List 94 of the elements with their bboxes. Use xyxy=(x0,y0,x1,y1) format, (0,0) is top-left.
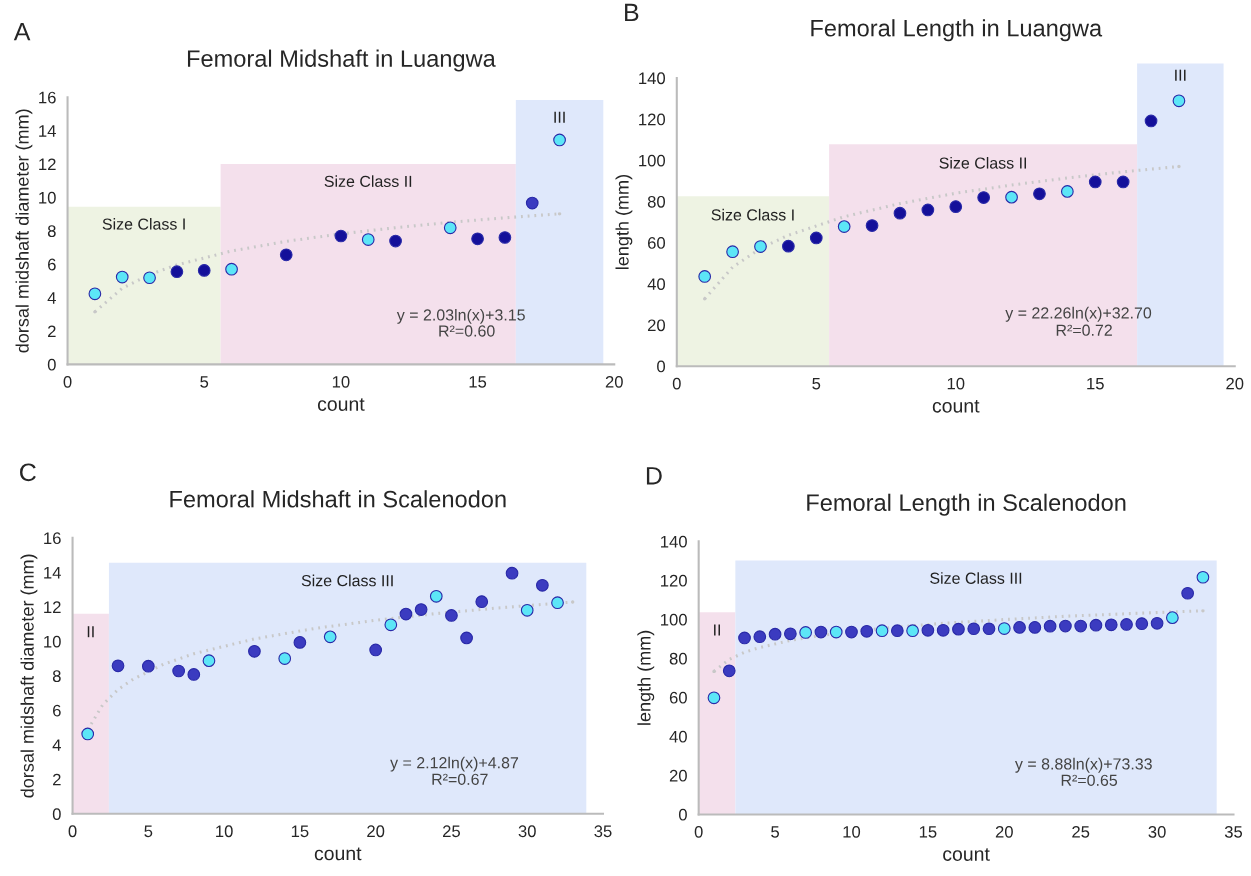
x-tick-label: 10 xyxy=(216,825,233,838)
y-tick-label: 140 xyxy=(639,72,666,85)
y-tick-label: 8 xyxy=(52,670,61,683)
annotation: y = 2.12ln(x)+4.87 xyxy=(390,756,519,772)
annotation: y = 22.26ln(x)+32.70 xyxy=(1005,306,1152,322)
text: A xyxy=(13,23,31,41)
annotation: R²=0.67 xyxy=(432,773,488,785)
x-tick-label: 5 xyxy=(144,825,153,838)
annotation: y = 2.03ln(x)+3.15 xyxy=(396,308,525,324)
x-tick-label: 15 xyxy=(291,825,309,838)
band-label: II xyxy=(714,624,720,636)
x-tick-label: 20 xyxy=(605,375,623,388)
x-tick-label: 0 xyxy=(694,825,703,838)
y-tick-label: 20 xyxy=(647,319,666,332)
y-tick-label: 4 xyxy=(52,739,61,751)
band-label: Size Class I xyxy=(711,208,794,221)
y-tick-label: 60 xyxy=(669,691,687,704)
annotation: R²=0.60 xyxy=(439,325,495,337)
x-axis-title: count xyxy=(314,847,362,861)
point xyxy=(1201,609,1205,613)
band-label: III xyxy=(554,111,565,123)
text: B xyxy=(625,3,639,22)
band-label: Size Class III xyxy=(301,574,393,587)
x-tick-label: 20 xyxy=(1226,377,1244,390)
annotation: y = 8.88ln(x)+73.33 xyxy=(1014,757,1152,773)
x-tick-label: 20 xyxy=(367,825,385,838)
y-tick-label: 100 xyxy=(661,613,687,626)
x-tick-label: 25 xyxy=(1072,825,1090,838)
y-tick-label: 14 xyxy=(44,566,61,579)
y-tick-label: 10 xyxy=(44,635,61,648)
y-tick-label: 10 xyxy=(39,191,56,204)
y-tick-label: 0 xyxy=(47,358,56,371)
y-tick-label: 140 xyxy=(661,535,687,548)
x-axis-title: count xyxy=(932,399,980,413)
text: D xyxy=(646,467,662,485)
y-tick-label: 2 xyxy=(48,325,56,338)
x-tick-label: 0 xyxy=(68,825,77,838)
y-tick-label: 80 xyxy=(669,652,687,665)
band-label: II xyxy=(87,626,94,638)
x-tick-label: 0 xyxy=(63,375,72,388)
x-tick-label: 15 xyxy=(1087,377,1104,390)
x-tick-label: 35 xyxy=(1224,825,1243,838)
x-axis-title: count xyxy=(317,398,365,411)
x-tick-label: 30 xyxy=(1148,825,1166,838)
x-tick-label: 10 xyxy=(843,825,861,838)
band-label: III xyxy=(1175,69,1186,81)
y-tick-label: 100 xyxy=(639,154,666,167)
x-tick-label: 5 xyxy=(812,377,821,390)
y-tick-label: 0 xyxy=(678,808,687,821)
x-tick-label: 30 xyxy=(518,825,536,838)
x-tick-label: 10 xyxy=(332,375,350,388)
x-axis-title: count xyxy=(943,848,990,861)
y-tick-label: 0 xyxy=(657,360,666,373)
y-tick-label: 8 xyxy=(47,225,56,238)
y-tick-label: 12 xyxy=(39,158,56,171)
y-axis-title: dorsal midshaft diameter (mm) xyxy=(20,554,38,798)
y-tick-label: 4 xyxy=(47,292,56,304)
y-axis-title: length (mm) xyxy=(637,630,655,725)
text: C xyxy=(20,463,36,482)
chart-title: Femoral Midshaft in Scalenodon xyxy=(170,490,506,508)
y-axis-title: length (mm) xyxy=(615,175,633,269)
x-tick-label: 10 xyxy=(947,377,965,390)
y-tick-label: 6 xyxy=(48,258,56,271)
annotation: R²=0.72 xyxy=(1056,324,1112,336)
x-tick-label: 20 xyxy=(995,825,1013,838)
annotation: R²=0.65 xyxy=(1061,774,1118,786)
x-tick-label: 25 xyxy=(443,825,460,838)
chart-title: Femoral Length in Luangwa xyxy=(811,19,1103,42)
chart-title: Femoral Midshaft in Luangwa xyxy=(187,49,496,72)
y-tick-label: 14 xyxy=(39,125,56,137)
y-tick-label: 16 xyxy=(44,532,61,545)
y-tick-label: 120 xyxy=(661,574,687,587)
x-tick-label: 5 xyxy=(771,826,780,838)
y-tick-label: 60 xyxy=(647,237,666,249)
y-tick-label: 16 xyxy=(39,91,56,104)
y-tick-label: 12 xyxy=(44,601,61,613)
y-tick-label: 20 xyxy=(669,769,687,782)
band-label: Size Class III xyxy=(930,572,1022,584)
y-tick-label: 0 xyxy=(52,808,61,821)
x-tick-label: 15 xyxy=(469,376,487,388)
y-tick-label: 2 xyxy=(53,773,61,786)
x-tick-label: 35 xyxy=(594,825,612,838)
y-tick-label: 6 xyxy=(53,704,61,717)
y-tick-label: 80 xyxy=(647,195,666,208)
band-label: Size Class II xyxy=(324,175,412,188)
chart-title: Femoral Length in Scalenodon xyxy=(807,493,1126,516)
y-tick-label: 40 xyxy=(647,278,666,291)
x-tick-label: 5 xyxy=(200,376,209,388)
x-tick-label: 15 xyxy=(919,826,937,838)
band-label: Size Class II xyxy=(939,156,1027,169)
y-tick-label: 40 xyxy=(669,730,687,743)
y-axis-title: dorsal midshaft diameter (mm) xyxy=(15,109,33,353)
y-tick-label: 120 xyxy=(639,113,666,126)
band-label: Size Class I xyxy=(102,218,185,230)
